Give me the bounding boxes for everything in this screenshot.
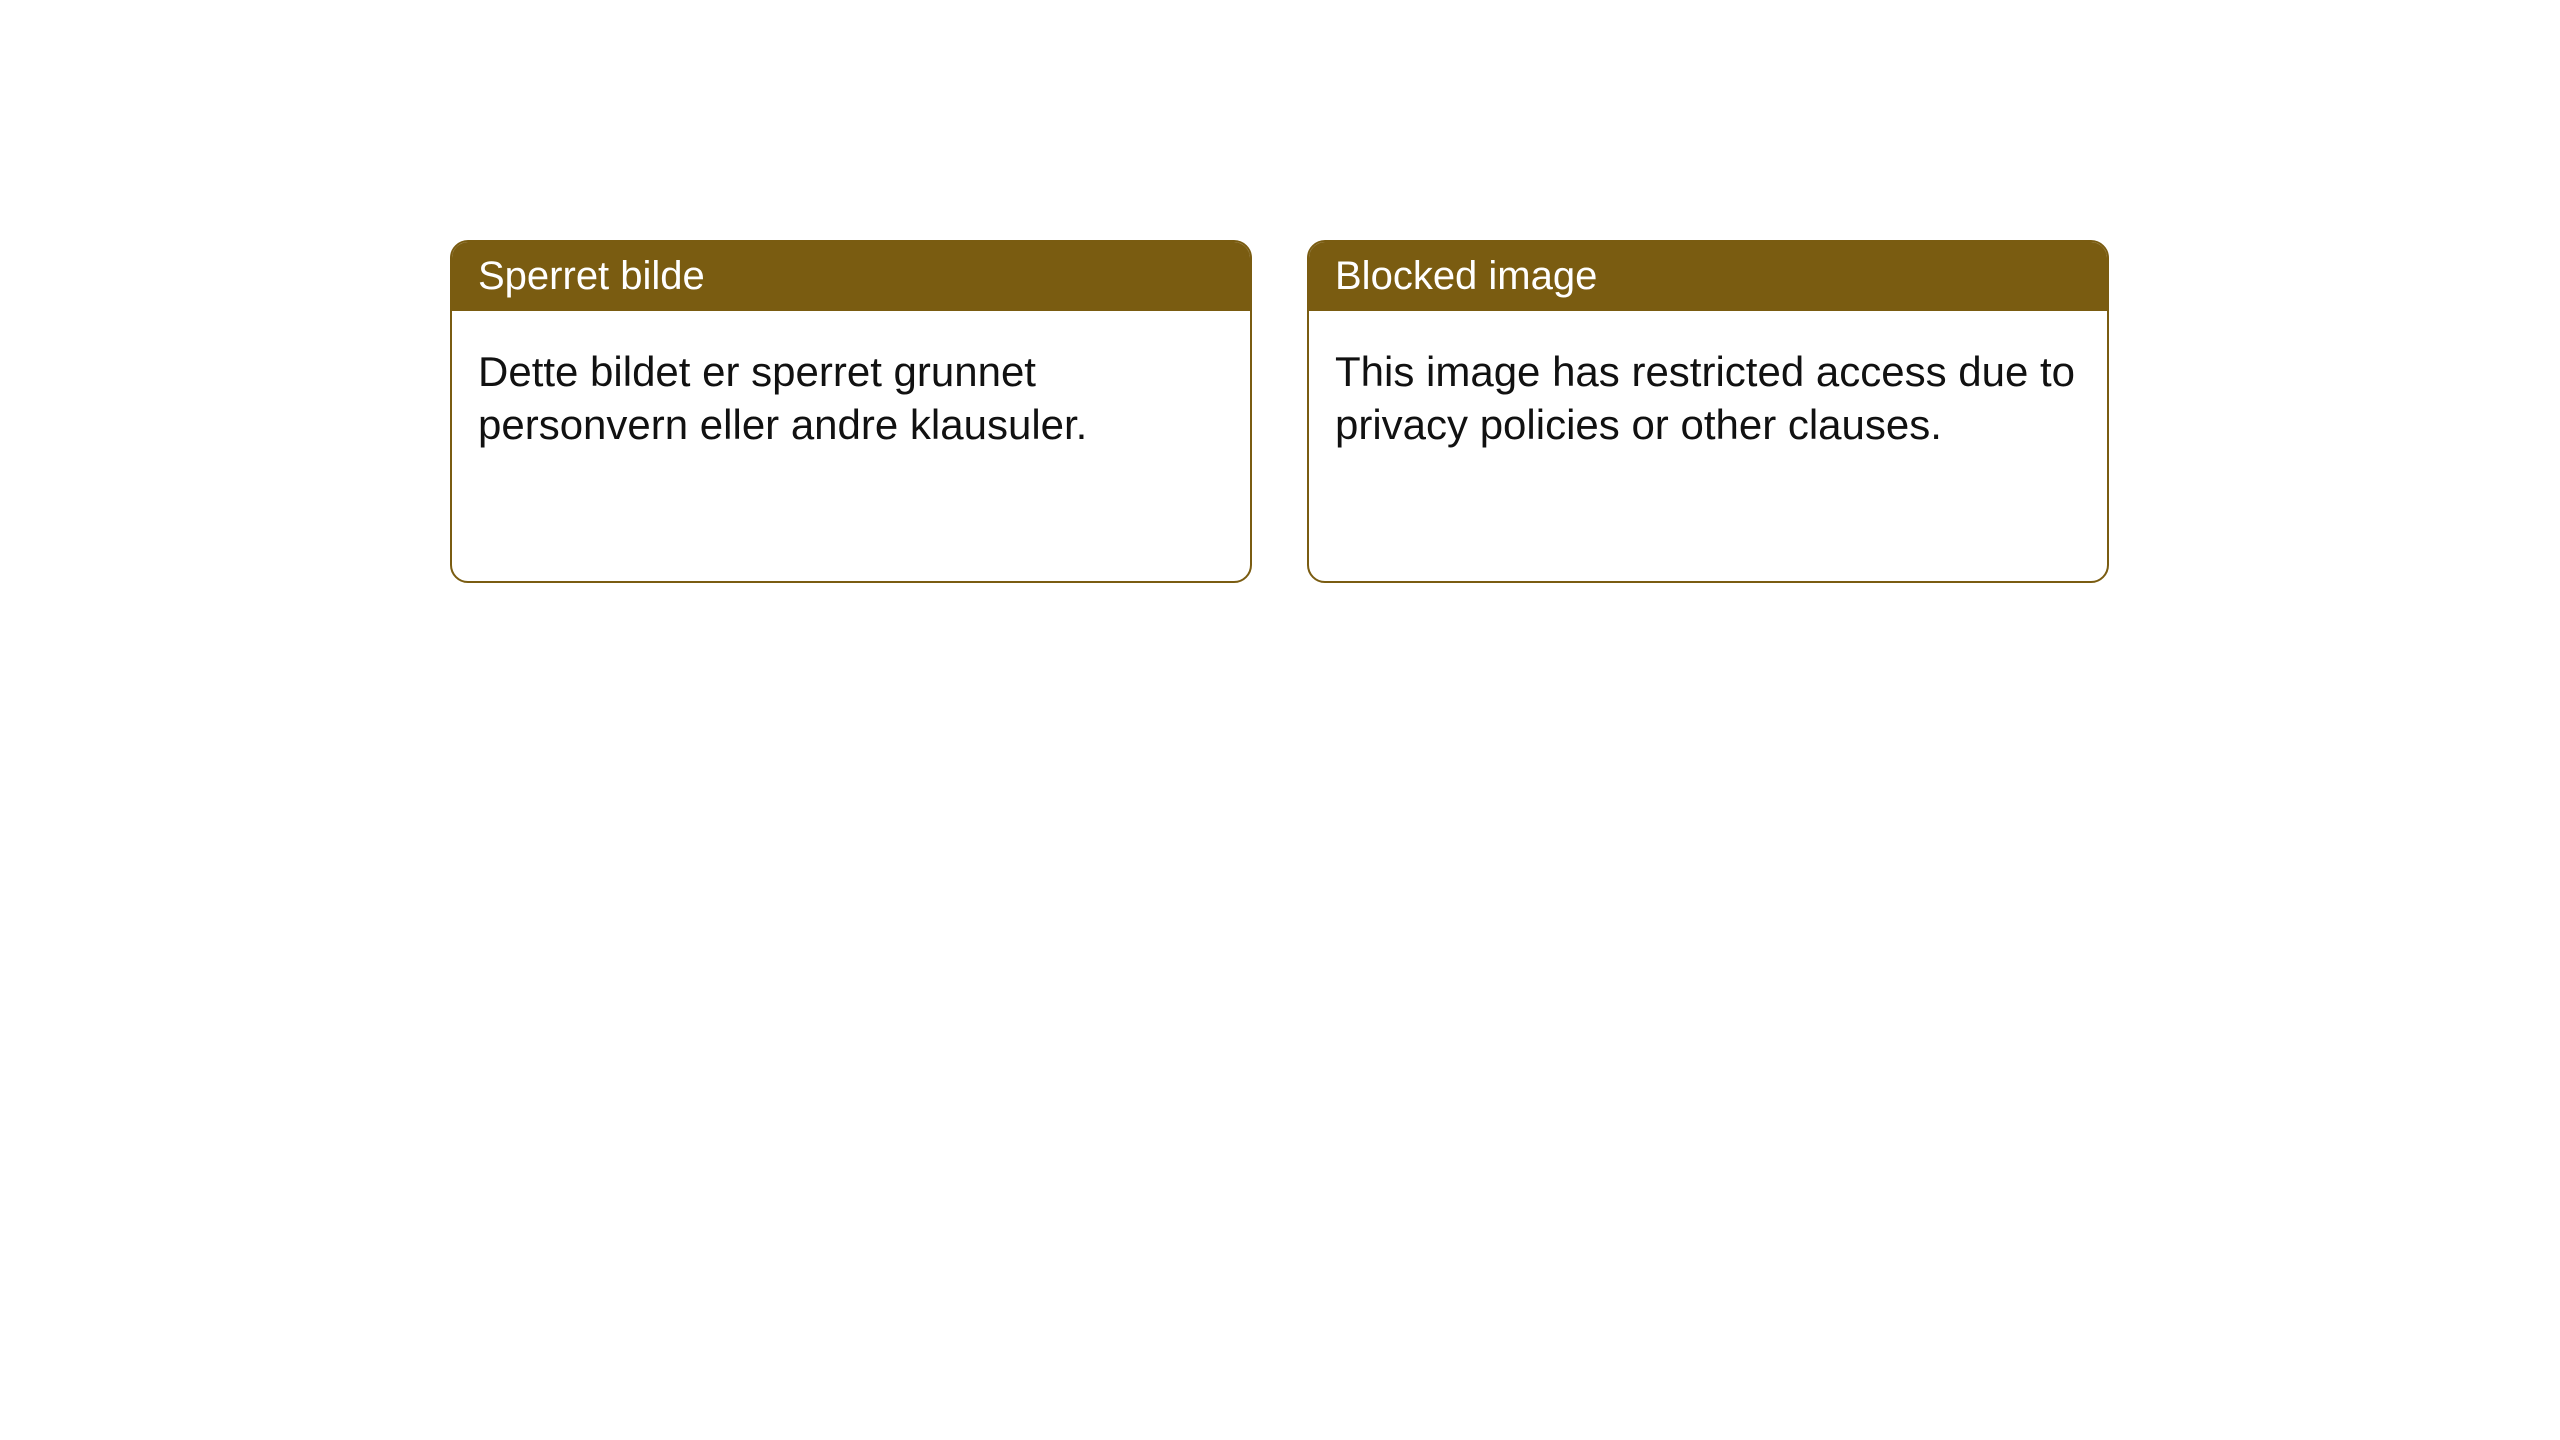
notice-body-english: This image has restricted access due to … bbox=[1309, 311, 2107, 581]
notice-card-english: Blocked image This image has restricted … bbox=[1307, 240, 2109, 583]
notice-card-norwegian: Sperret bilde Dette bildet er sperret gr… bbox=[450, 240, 1252, 583]
notice-header-english: Blocked image bbox=[1309, 242, 2107, 311]
notice-body-norwegian: Dette bildet er sperret grunnet personve… bbox=[452, 311, 1250, 581]
notice-header-norwegian: Sperret bilde bbox=[452, 242, 1250, 311]
notice-container: Sperret bilde Dette bildet er sperret gr… bbox=[0, 0, 2560, 583]
